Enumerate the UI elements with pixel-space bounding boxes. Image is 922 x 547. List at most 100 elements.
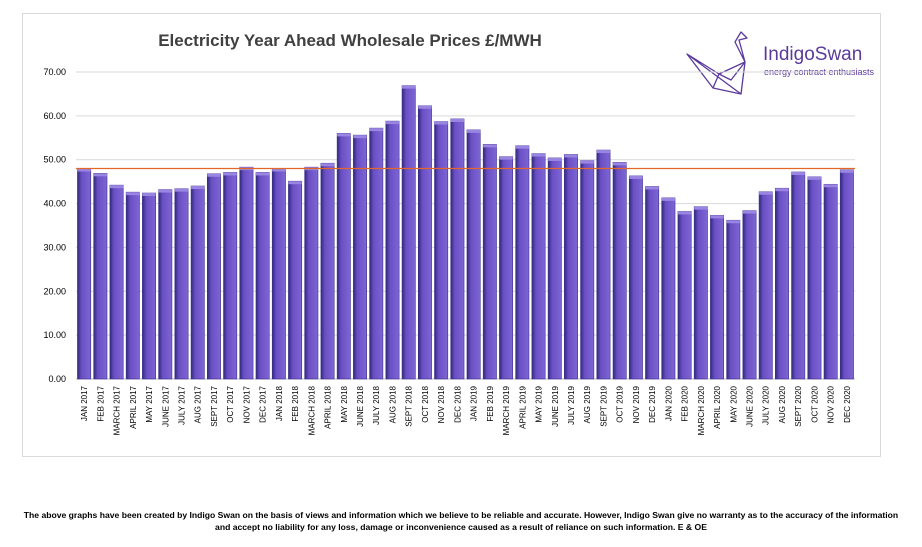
x-tick-label: FEB 2020 <box>681 385 690 421</box>
disclaimer-line-2: and accept no liability for any loss, da… <box>215 522 707 532</box>
x-tick-label: SEPT 2019 <box>599 385 608 426</box>
bar <box>450 118 465 380</box>
bar <box>758 191 773 380</box>
bar-top <box>109 185 124 189</box>
chart-frame: Electricity Year Ahead Wholesale Prices … <box>22 13 881 457</box>
disclaimer: The above graphs have been created by In… <box>20 509 902 533</box>
x-tick-label: DEC 2017 <box>259 385 268 422</box>
x-tick-label: SEPT 2020 <box>794 385 803 426</box>
bar-top <box>548 157 562 161</box>
x-tick-label: DEC 2020 <box>843 385 852 422</box>
x-tick-label: MARCH 2018 <box>307 385 316 435</box>
x-tick-label: JAN 2019 <box>470 385 479 421</box>
y-tick-label: 30.00 <box>43 242 66 252</box>
bar <box>288 180 303 380</box>
x-tick-label: AUG 2019 <box>583 385 592 423</box>
bar <box>482 144 497 380</box>
y-tick-label: 0.00 <box>48 374 66 384</box>
bar-top <box>158 189 172 193</box>
bar-top <box>791 171 805 175</box>
x-tick-label: AUG 2020 <box>778 385 787 423</box>
bar-top <box>434 121 448 125</box>
bar <box>612 162 627 380</box>
bar <box>499 156 514 380</box>
bar-top <box>353 135 367 139</box>
x-tick-label: SEPT 2017 <box>210 385 219 426</box>
bar-top <box>207 173 221 177</box>
y-tick-label: 60.00 <box>43 111 66 121</box>
y-tick-label: 40.00 <box>43 199 66 209</box>
x-tick-label: JAN 2018 <box>275 385 284 421</box>
bars <box>77 85 854 380</box>
bar-top <box>645 186 659 190</box>
x-tick-label: JUNE 2020 <box>746 385 755 426</box>
bar-top <box>613 162 627 166</box>
bar-top <box>824 184 838 188</box>
bar-top <box>402 85 416 89</box>
x-tick-label: MARCH 2017 <box>113 385 122 435</box>
bar-top <box>320 163 335 167</box>
bar <box>693 206 708 380</box>
bar <box>174 188 189 380</box>
bar <box>677 211 692 380</box>
bar-top <box>596 150 611 154</box>
y-tick-label: 10.00 <box>43 330 66 340</box>
bar <box>223 172 238 380</box>
bar <box>158 189 173 380</box>
bar-top <box>369 128 383 132</box>
bar-top <box>93 173 107 177</box>
origami-swan-icon <box>686 31 748 95</box>
x-tick-label: APRIL 2019 <box>518 385 527 428</box>
bar <box>271 168 286 380</box>
bar <box>369 127 384 380</box>
x-tick-label: SEPT 2018 <box>405 385 414 426</box>
bar <box>417 105 432 380</box>
bar-top <box>564 154 578 158</box>
bar <box>807 176 822 380</box>
bar <box>547 157 562 380</box>
bar-top <box>710 215 724 219</box>
x-tick-label: FEB 2019 <box>486 385 495 421</box>
x-tick-label: JUNE 2018 <box>356 385 365 426</box>
x-tick-label: JUNE 2017 <box>161 385 170 426</box>
grid-lines <box>76 71 855 380</box>
bar <box>401 85 416 380</box>
bar-top <box>677 211 692 215</box>
bar <box>320 162 335 380</box>
bar <box>466 129 481 380</box>
bar-top <box>466 129 481 133</box>
x-tick-label: NOV 2020 <box>827 385 836 423</box>
bar-top <box>759 191 773 195</box>
bar-top <box>255 172 270 176</box>
bar-top <box>499 156 513 160</box>
bar-top <box>515 145 529 149</box>
bar-top <box>418 105 432 109</box>
x-tick-label: DEC 2018 <box>453 385 462 422</box>
bar-top <box>694 206 708 210</box>
chart-title: Electricity Year Ahead Wholesale Prices … <box>158 31 542 50</box>
x-tick-label: OCT 2020 <box>810 385 819 422</box>
bar-top <box>775 188 789 192</box>
x-tick-label: JULY 2020 <box>762 385 771 424</box>
bar <box>742 210 757 380</box>
x-tick-label: APRIL 2018 <box>324 385 333 428</box>
bar-top <box>174 188 189 192</box>
x-tick-label: OCT 2019 <box>616 385 625 422</box>
bar <box>645 186 660 380</box>
bar <box>142 192 156 380</box>
bar <box>531 153 546 380</box>
x-tick-label: NOV 2019 <box>632 385 641 423</box>
bar-top <box>385 121 400 125</box>
y-tick-label: 20.00 <box>43 286 66 296</box>
bar-top <box>531 153 546 157</box>
bar-top <box>337 133 351 137</box>
x-tick-label: NOV 2018 <box>437 385 446 423</box>
bar <box>190 185 205 380</box>
bar-top <box>661 197 676 201</box>
x-tick-label: OCT 2018 <box>421 385 430 422</box>
bar <box>564 154 578 380</box>
x-tick-label: JULY 2018 <box>372 385 381 424</box>
disclaimer-line-1: The above graphs have been created by In… <box>23 510 899 520</box>
x-tick-label: AUG 2017 <box>194 385 203 423</box>
x-tick-label: JAN 2017 <box>80 385 89 421</box>
